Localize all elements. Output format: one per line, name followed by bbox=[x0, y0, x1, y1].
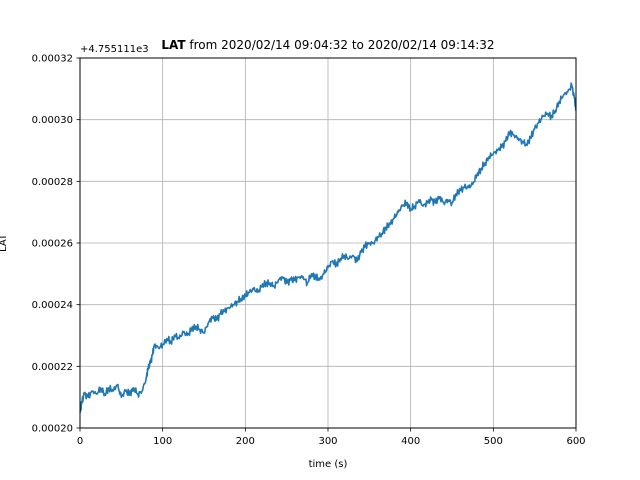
y-offset-label: +4.755111e3 bbox=[80, 44, 149, 55]
y-tick-label: 0.00020 bbox=[32, 424, 73, 435]
x-tick-label: 600 bbox=[566, 436, 585, 447]
y-tick-label: 0.00032 bbox=[32, 54, 73, 65]
x-tick-label: 200 bbox=[236, 436, 255, 447]
y-tick-label: 0.00028 bbox=[32, 177, 73, 188]
series-line-0 bbox=[79, 82, 577, 413]
chart-title-bold: LAT bbox=[161, 38, 186, 52]
chart-title: LAT from 2020/02/14 09:04:32 to 2020/02/… bbox=[161, 38, 494, 52]
x-tick-label: 100 bbox=[153, 436, 172, 447]
chart-title-rest: from 2020/02/14 09:04:32 to 2020/02/14 0… bbox=[186, 38, 495, 52]
x-tick-label: 0 bbox=[77, 436, 83, 447]
y-tick-label: 0.00024 bbox=[32, 300, 73, 311]
y-tick-label: 0.00022 bbox=[32, 362, 73, 373]
y-axis: 0.00020 0.00022 0.00024 0.00026 0.00028 0.000… bbox=[32, 54, 80, 435]
x-tick-label: 400 bbox=[401, 436, 420, 447]
x-axis-label: time (s) bbox=[309, 459, 348, 470]
x-tick-label: 500 bbox=[484, 436, 503, 447]
series-layer bbox=[79, 82, 577, 413]
x-axis: 0 100 200 300 400 500 600 bbox=[77, 428, 586, 447]
y-tick-label: 0.00030 bbox=[32, 115, 73, 126]
y-tick-label: 0.00026 bbox=[32, 239, 73, 250]
x-tick-label: 300 bbox=[318, 436, 337, 447]
y-axis-label: LAT bbox=[0, 233, 9, 252]
